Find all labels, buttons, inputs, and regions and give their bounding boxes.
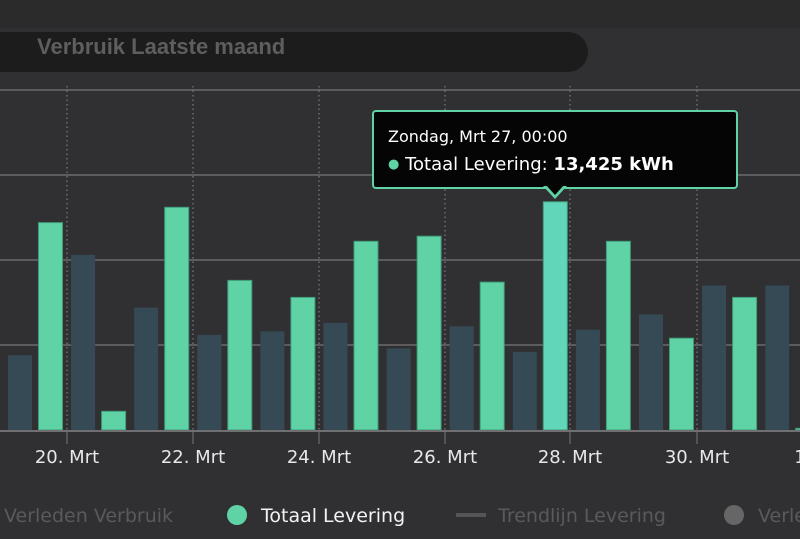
bar-totaal-levering bbox=[732, 296, 758, 431]
bar-verleden-verbruik bbox=[639, 314, 663, 430]
bar-totaal-levering bbox=[416, 235, 442, 431]
bar-verleden-verbruik bbox=[134, 307, 159, 430]
bar-totaal-levering bbox=[290, 296, 316, 431]
bar-verleden-verbruik bbox=[386, 348, 411, 430]
top-strip bbox=[0, 0, 800, 28]
bar-verleden-verbruik bbox=[512, 351, 537, 430]
x-tick-label: 20. Mrt bbox=[34, 447, 100, 468]
line-icon bbox=[456, 513, 486, 517]
x-tick-label: 24. Mrt bbox=[286, 447, 352, 468]
legend-item-totaal-levering[interactable]: Totaal Levering bbox=[227, 505, 405, 527]
bar-totaal-levering bbox=[227, 279, 253, 431]
tooltip-date: Zondag, Mrt 27, 00:00 bbox=[388, 127, 568, 146]
legend-item-verleden-verbruik[interactable]: Verleden Verbruik bbox=[4, 505, 173, 527]
bar-verleden-verbruik bbox=[323, 322, 348, 430]
x-tick-label: 1 bbox=[794, 447, 800, 468]
x-tick-label: 28. Mrt bbox=[537, 447, 603, 468]
bar-totaal-levering bbox=[38, 222, 63, 431]
chart-title: Verbruik Laatste maand bbox=[37, 34, 286, 59]
legend-label: Verleden Verbruik bbox=[4, 505, 174, 527]
bar-totaal-levering bbox=[353, 240, 379, 431]
tooltip-value: 13,425 kWh bbox=[553, 154, 674, 175]
tooltip-value-row: ● Totaal Levering: 13,425 kWh bbox=[388, 154, 674, 175]
bar-verleden-verbruik bbox=[702, 285, 727, 430]
bar-totaal-levering bbox=[669, 337, 694, 431]
legend-item-trendlijn-levering[interactable]: Trendlijn Levering bbox=[456, 505, 666, 527]
bar-verleden-verbruik bbox=[8, 355, 32, 430]
bar-totaal-levering bbox=[542, 201, 568, 431]
bar-totaal-levering bbox=[101, 410, 127, 431]
legend-item-verleden[interactable]: Verle bbox=[724, 505, 800, 527]
bar-totaal-levering bbox=[795, 427, 800, 431]
bar-totaal-levering bbox=[164, 206, 190, 431]
legend-label: Verle bbox=[758, 505, 800, 527]
bar-verleden-verbruik bbox=[449, 326, 474, 430]
bar-verleden-verbruik bbox=[765, 285, 790, 430]
bar-totaal-levering bbox=[479, 281, 505, 431]
tooltip-pointer-inner bbox=[546, 185, 564, 195]
circle-icon bbox=[227, 505, 247, 525]
x-tick-label: 26. Mrt bbox=[412, 447, 478, 468]
x-tick-label: 22. Mrt bbox=[160, 447, 226, 468]
title-bar bbox=[0, 32, 588, 72]
bar-verleden-verbruik bbox=[575, 329, 600, 430]
bar-verleden-verbruik bbox=[260, 331, 285, 430]
legend-label: Trendlijn Levering bbox=[498, 505, 666, 527]
bar-totaal-levering bbox=[605, 240, 631, 431]
series-dot-icon: ● bbox=[388, 157, 400, 172]
tooltip: Zondag, Mrt 27, 00:00 ● Totaal Levering:… bbox=[372, 110, 738, 189]
x-tick-label: 30. Mrt bbox=[664, 447, 730, 468]
circle-icon bbox=[724, 505, 744, 525]
bar-verleden-verbruik bbox=[71, 254, 96, 430]
bar-verleden-verbruik bbox=[197, 334, 222, 430]
legend-label: Totaal Levering bbox=[261, 505, 406, 527]
tooltip-series: Totaal Levering bbox=[405, 154, 542, 175]
